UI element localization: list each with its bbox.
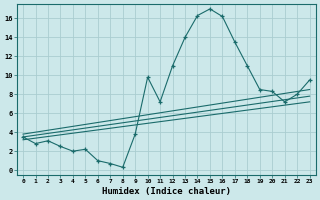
- X-axis label: Humidex (Indice chaleur): Humidex (Indice chaleur): [102, 187, 231, 196]
